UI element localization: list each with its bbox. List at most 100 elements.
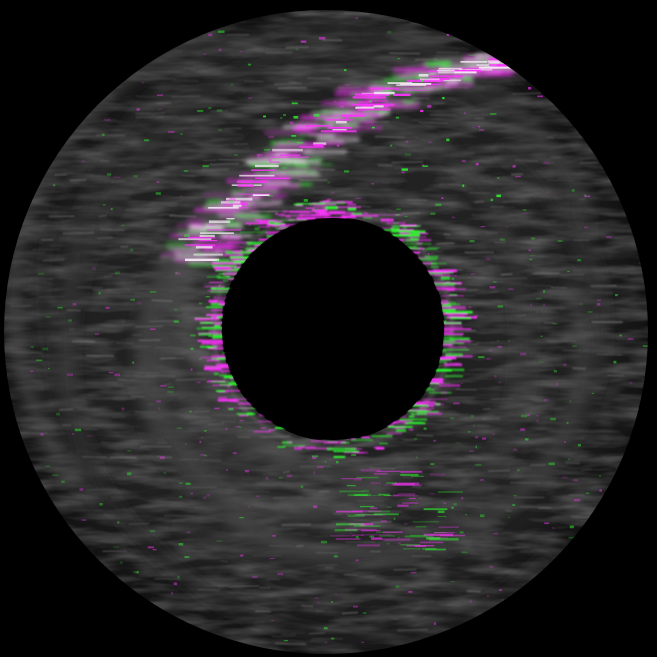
streak [228, 585, 260, 588]
streak [117, 378, 127, 382]
streak [358, 512, 367, 515]
speckle [168, 131, 175, 133]
streak [186, 486, 218, 489]
speckle [335, 593, 337, 596]
speckle [508, 288, 514, 290]
streak [391, 160, 423, 164]
speckle [114, 176, 121, 178]
speckle [522, 209, 527, 211]
speckle [312, 456, 316, 459]
speckle [218, 30, 225, 33]
arc-streak [317, 133, 335, 138]
streak [281, 523, 311, 527]
swirl-bands [4, 19, 608, 646]
speckle [268, 195, 273, 197]
speckle [401, 171, 405, 173]
speckle [121, 407, 125, 411]
streak [590, 284, 617, 288]
streak [135, 112, 166, 115]
speckle [605, 167, 611, 170]
streak [344, 12, 370, 15]
speckle [517, 469, 520, 472]
speckle [480, 514, 485, 518]
speckle [56, 412, 60, 416]
speckle [361, 641, 364, 643]
streak [557, 177, 582, 180]
speckle [324, 461, 327, 463]
speckle [520, 414, 528, 418]
speckle [331, 601, 333, 603]
arc-streak [230, 189, 278, 194]
speckle [343, 170, 350, 173]
speckle [469, 450, 474, 452]
streak [202, 159, 218, 162]
speckle [508, 339, 511, 342]
streak [147, 403, 154, 406]
speckle [229, 200, 234, 203]
speckle [453, 503, 457, 506]
arc-streak [321, 102, 356, 106]
speckle [393, 517, 396, 520]
streak [361, 47, 382, 51]
speckle [372, 126, 375, 129]
speckle [201, 436, 204, 438]
speckle [291, 102, 298, 105]
speckle [637, 243, 640, 247]
arc-streak [474, 53, 492, 57]
speckle [229, 197, 236, 201]
speckle [450, 580, 455, 583]
speckle [396, 208, 401, 211]
streak [101, 441, 130, 445]
streak [333, 512, 343, 515]
speckle [183, 257, 186, 260]
speckle [234, 154, 238, 156]
swirl-band [178, 141, 608, 568]
speckle [52, 184, 56, 187]
speckle [442, 97, 445, 100]
speckle [190, 492, 193, 495]
speckle [331, 191, 335, 194]
streak [474, 200, 485, 204]
arc-streak [172, 249, 220, 253]
speckle [353, 605, 358, 608]
speckle [468, 431, 471, 433]
speckle [263, 115, 266, 118]
speckle [606, 236, 612, 238]
speckle [150, 328, 156, 330]
speckle [488, 349, 493, 352]
arc-streak [269, 169, 318, 174]
streak [566, 487, 590, 489]
speckle [470, 273, 476, 275]
streak [418, 121, 449, 124]
speckle [311, 455, 319, 458]
streak [174, 394, 207, 397]
streak [265, 578, 281, 581]
speckle [226, 248, 233, 250]
speckle [421, 79, 424, 82]
speckle [501, 599, 504, 601]
streak [169, 196, 199, 199]
streak [344, 573, 358, 577]
speckle [71, 433, 75, 435]
speckle [40, 433, 44, 436]
speckle [238, 426, 242, 428]
streak [265, 51, 293, 54]
arc-streak [309, 132, 342, 136]
streak [271, 635, 296, 638]
speckle [528, 87, 532, 90]
speckle [318, 36, 326, 40]
speckle [323, 627, 328, 630]
speckle [386, 217, 389, 220]
speckle [278, 477, 283, 479]
speckle [228, 407, 234, 411]
streak [490, 398, 514, 400]
speckle [174, 309, 177, 311]
speckle [213, 296, 216, 299]
streak [131, 395, 146, 398]
streak [135, 95, 162, 99]
speckle [537, 95, 544, 98]
speckle [344, 83, 350, 86]
speckle [574, 499, 581, 502]
streak [134, 375, 157, 379]
